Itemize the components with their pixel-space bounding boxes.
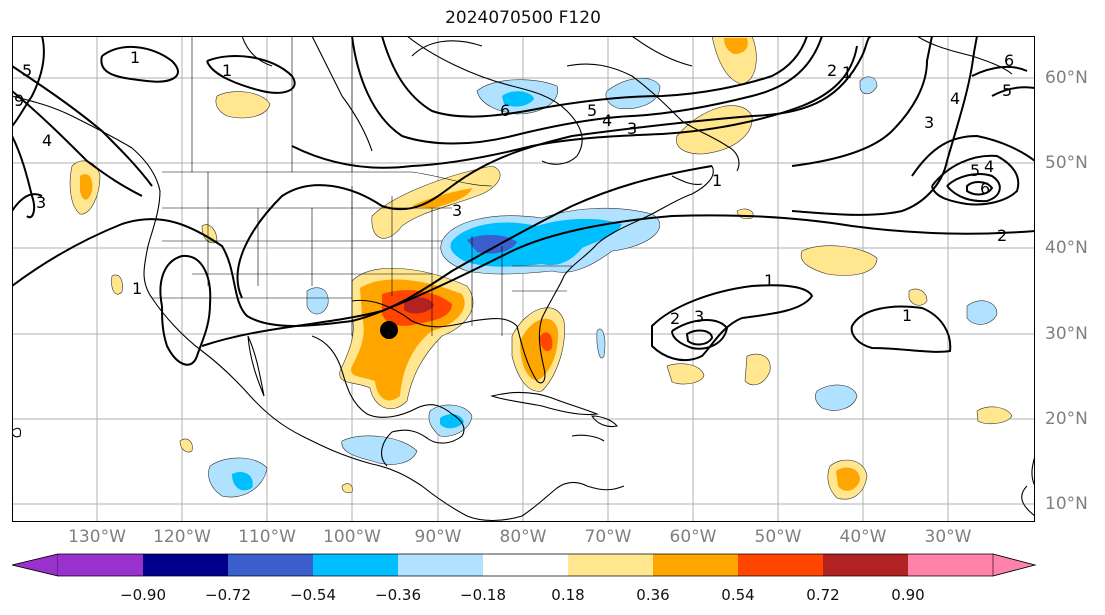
lon-label: 30°W [924,527,972,547]
contour-label: 3 [627,119,637,138]
lon-label: 90°W [414,527,462,547]
colorbar-tick-label: −0.72 [205,586,251,604]
contour-label: 2 [827,61,837,80]
contour-label: 4 [950,89,960,108]
colorbar-segment [143,554,228,576]
colorbar-segment [313,554,398,576]
colorbar-segment [58,554,143,576]
contour-label: 1 [764,271,774,290]
lat-label: 40°N [1045,238,1088,258]
colorbar-tick-label: 0.36 [636,586,670,604]
map-title: 2024070500 F120 [445,8,601,28]
colorbar-tick-label: −0.18 [460,586,506,604]
anomaly-shading [69,36,1013,500]
colorbar-segment [908,554,993,576]
colorbar-segment [483,554,568,576]
cool-anomaly-central-america [341,435,418,465]
contour-label: 1 [842,63,852,82]
contour-label: 5 [587,101,597,120]
weather-map: 1 1 9 4 3 1 6 5 4 3 1 1 2 3 1 2 3 4 2 1 … [12,36,1035,522]
colorbar-tick-label: −0.90 [120,586,166,604]
colorbar-tick-label: 0.18 [551,586,585,604]
colorbar-tick-label: −0.36 [375,586,421,604]
storm-center-marker [380,321,398,339]
contour-label: 3 [452,201,462,220]
contour-label: 9 [14,91,24,110]
contour-labels: 1 1 9 4 3 1 6 5 4 3 1 1 2 3 1 2 3 4 2 1 … [14,48,1014,328]
lon-label: 60°W [669,527,717,547]
lon-label: 40°W [839,527,887,547]
lon-label: 130°W [68,527,126,547]
contour-label: 4 [602,111,612,130]
colorbar-segment [823,554,908,576]
contour-label: 3 [36,193,46,212]
colorbar-segment [228,554,313,576]
colorbar-tick-label: 0.90 [891,586,925,604]
contour-label: 6 [980,179,990,198]
colorbar-segment [12,553,59,577]
political-borders [152,36,572,336]
colorbar-segment [992,553,1037,577]
lat-label: 60°N [1045,68,1088,88]
contour-label: 3 [694,307,704,326]
contour-label: 4 [42,131,52,150]
lon-label: 50°W [754,527,802,547]
contour-lines [12,36,1035,366]
contour-label: 1 [712,171,722,190]
contour-label: 5 [970,161,980,180]
lat-label: 10°N [1045,494,1088,514]
contour-label: 3 [924,113,934,132]
contour-label: 1 [222,61,232,80]
colorbar [12,553,1037,577]
colorbar-segment [398,554,483,576]
contour-label: 2 [670,309,680,328]
lat-label: 50°N [1045,153,1088,173]
lon-label: 110°W [238,527,296,547]
lon-label: 80°W [499,527,547,547]
colorbar-tick-label: −0.54 [290,586,336,604]
contour-label: 5 [22,61,32,80]
contour-label: 1 [130,48,140,67]
contour-label: 2 [997,226,1007,245]
contour-label: 6 [1004,51,1014,70]
lat-label: 20°N [1045,409,1088,429]
lon-label: 100°W [323,527,381,547]
lon-label: 120°W [153,527,211,547]
contour-label: 1 [902,306,912,325]
colorbar-tick-label: 0.72 [806,586,840,604]
colorbar-segment [568,554,653,576]
contour-label: 5 [1002,81,1012,100]
lon-label: 70°W [584,527,632,547]
contour-label: 1 [132,279,142,298]
colorbar-segment [653,554,738,576]
colorbar-tick-label: 0.54 [721,586,755,604]
lat-label: 30°N [1045,324,1088,344]
colorbar-segment [738,554,823,576]
contour-label: 6 [500,101,510,120]
contour-label: 4 [984,157,994,176]
